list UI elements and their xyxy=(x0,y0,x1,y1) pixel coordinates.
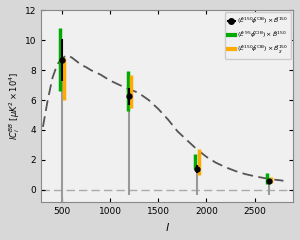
Legend: $(\hat{E}^{150}\hat{\phi}^{\rm CIB}) \times \hat{B}^{150}$, $(\hat{E}^{\ 95}\hat: $(\hat{E}^{150}\hat{\phi}^{\rm CIB}) \ti… xyxy=(225,12,291,59)
X-axis label: $l$: $l$ xyxy=(164,221,169,233)
Y-axis label: $lC_l^{BB}$ [$\mu K^2 \times 10^4$]: $lC_l^{BB}$ [$\mu K^2 \times 10^4$] xyxy=(7,72,22,140)
